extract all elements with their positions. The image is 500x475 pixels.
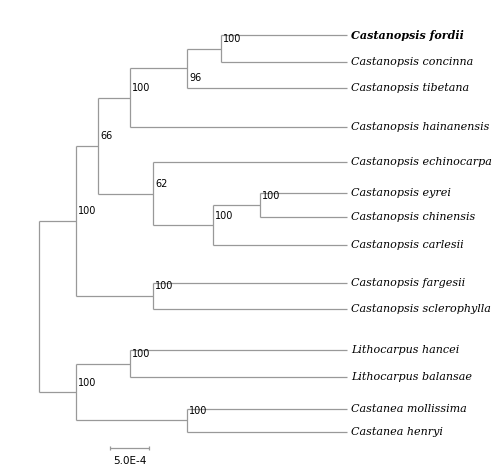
Text: 100: 100 xyxy=(156,281,174,291)
Text: 100: 100 xyxy=(78,378,96,388)
Text: 100: 100 xyxy=(222,34,241,44)
Text: Castanopsis chinensis: Castanopsis chinensis xyxy=(351,212,476,222)
Text: 66: 66 xyxy=(100,132,112,142)
Text: Castanopsis fordii: Castanopsis fordii xyxy=(351,30,464,41)
Text: Lithocarpus balansae: Lithocarpus balansae xyxy=(351,372,472,382)
Text: 100: 100 xyxy=(262,190,280,200)
Text: 100: 100 xyxy=(132,349,150,359)
Text: Castanopsis fargesii: Castanopsis fargesii xyxy=(351,277,466,288)
Text: 100: 100 xyxy=(132,84,150,94)
Text: Lithocarpus hancei: Lithocarpus hancei xyxy=(351,345,460,355)
Text: Castanopsis hainanensis: Castanopsis hainanensis xyxy=(351,122,490,132)
Text: Castanopsis echinocarpa: Castanopsis echinocarpa xyxy=(351,157,492,167)
Text: 96: 96 xyxy=(189,73,201,83)
Text: 100: 100 xyxy=(189,406,208,416)
Text: Castanopsis eyrei: Castanopsis eyrei xyxy=(351,188,451,198)
Text: 62: 62 xyxy=(156,180,168,190)
Text: Castanopsis carlesii: Castanopsis carlesii xyxy=(351,240,464,250)
Text: 100: 100 xyxy=(78,206,96,217)
Text: 5.0E-4: 5.0E-4 xyxy=(113,456,146,466)
Text: Castanea mollissima: Castanea mollissima xyxy=(351,404,467,414)
Text: Castanopsis tibetana: Castanopsis tibetana xyxy=(351,83,470,93)
Text: Castanopsis concinna: Castanopsis concinna xyxy=(351,57,474,66)
Text: 100: 100 xyxy=(214,211,233,221)
Text: Castanopsis sclerophylla: Castanopsis sclerophylla xyxy=(351,304,491,314)
Text: Castanea henryi: Castanea henryi xyxy=(351,428,443,437)
